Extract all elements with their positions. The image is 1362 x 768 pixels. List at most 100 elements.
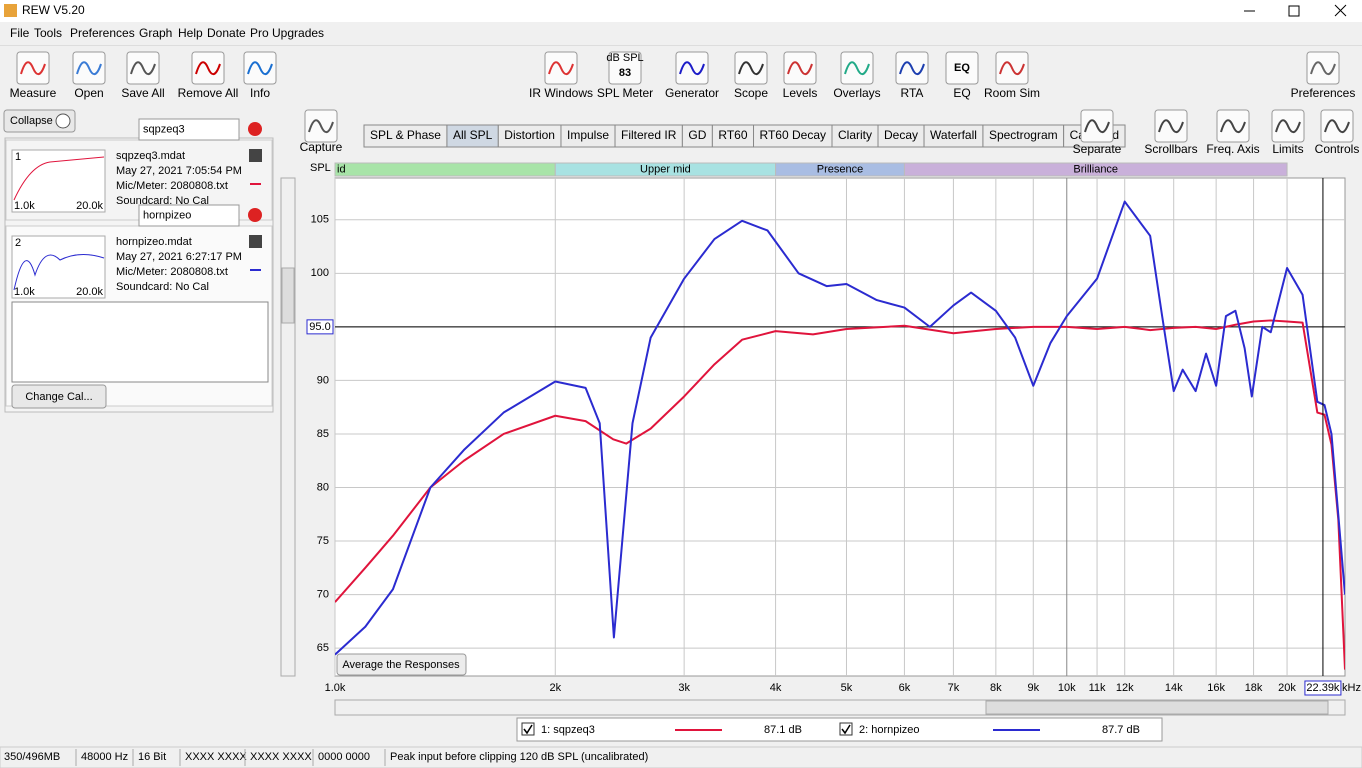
icon-text: dB SPL <box>606 52 643 64</box>
scrollbar[interactable] <box>280 177 296 677</box>
x-tick-label: 6k <box>899 682 911 694</box>
menu-item[interactable]: Graph <box>139 26 172 40</box>
icon-glyph <box>999 61 1025 75</box>
menu-item[interactable]: Preferences <box>70 26 135 40</box>
toolbar-button[interactable]: Info <box>250 86 270 100</box>
tab-label: Distortion <box>504 128 555 142</box>
change-cal-label: Change Cal... <box>25 391 92 403</box>
close[interactable] <box>1334 4 1347 17</box>
card-text: Soundcard: No Cal <box>116 195 209 207</box>
graph-button[interactable]: Separate <box>1073 142 1122 156</box>
y-axis-label: SPL <box>310 162 331 174</box>
average-button[interactable] <box>336 653 467 676</box>
tab-label: RT60 <box>718 128 747 142</box>
icon-glyph <box>1084 119 1110 133</box>
legend-name: 2: hornpizeo <box>859 724 920 736</box>
toolbar-button[interactable]: SPL Meter <box>597 86 653 100</box>
notes-box <box>11 301 269 383</box>
separator <box>0 45 1362 46</box>
toolbar-button[interactable]: Room Sim <box>984 86 1040 100</box>
legend-checkbox[interactable] <box>839 722 853 736</box>
toolbar-button[interactable]: Levels <box>783 86 818 100</box>
card-text: sqpzeq3.mdat <box>116 150 185 162</box>
thumbnail <box>11 235 106 299</box>
band-label: Brilliance <box>1073 163 1118 175</box>
x-tick-label: 11k <box>1089 682 1106 694</box>
status-text: 48000 Hz <box>81 751 128 763</box>
save-icon[interactable] <box>249 149 262 162</box>
change-cal-button[interactable] <box>11 384 107 409</box>
icon-glyph <box>787 61 813 75</box>
toolbar-button[interactable]: Open <box>74 86 103 100</box>
card-text: May 27, 2021 6:27:17 PM <box>116 251 242 263</box>
menu-item[interactable]: Help <box>178 26 203 40</box>
graph-button[interactable]: Scrollbars <box>1144 142 1197 156</box>
save-icon[interactable] <box>249 235 262 248</box>
series-line <box>335 200 1345 656</box>
y-tick-label: 80 <box>317 481 329 493</box>
tab-label: Waterfall <box>930 128 977 142</box>
status-text: 0000 0000 <box>318 751 370 763</box>
toolbar-button[interactable]: Overlays <box>833 86 880 100</box>
thumb-label: 20.0k <box>76 200 103 212</box>
status-text: XXXX XXXX <box>185 751 247 763</box>
thumb-label: 20.0k <box>76 286 103 298</box>
check <box>523 724 533 735</box>
x-tick-label: 16k <box>1207 682 1225 694</box>
y-tick-label: 100 <box>311 267 329 279</box>
menu-item[interactable]: File <box>10 26 30 40</box>
x-unit: kHz <box>1342 682 1361 694</box>
icon <box>945 51 979 85</box>
tab-label: RT60 Decay <box>760 128 826 142</box>
band <box>334 162 556 177</box>
toolbar-button[interactable]: Remove All <box>178 86 239 100</box>
restore[interactable] <box>1288 5 1300 17</box>
toolbar-button[interactable]: IR Windows <box>529 86 593 100</box>
icon-glyph <box>548 61 574 75</box>
graph-button[interactable]: Controls <box>1315 142 1360 156</box>
name-field-text: sqpzeq3 <box>143 123 185 135</box>
cursor-label-box <box>1304 680 1342 696</box>
name-field[interactable] <box>138 118 240 141</box>
graph-button[interactable]: Freq. Axis <box>1206 142 1259 156</box>
thumb-label: 1.0k <box>14 286 35 298</box>
card-text: Mic/Meter: 2080808.txt <box>116 266 228 278</box>
toolbar-button[interactable]: Save All <box>121 86 164 100</box>
menu-item[interactable]: Pro Upgrades <box>250 26 324 40</box>
collapse-label: Collapse <box>10 115 53 127</box>
legend-checkbox[interactable] <box>521 722 535 736</box>
menu-item[interactable]: Donate <box>207 26 246 40</box>
app-icon <box>4 4 17 17</box>
thumb-curve <box>13 254 105 291</box>
icon-glyph <box>899 61 925 75</box>
icon-glyph <box>1324 119 1350 133</box>
collapse-button[interactable] <box>3 109 76 133</box>
toolbar-button[interactable]: Measure <box>10 86 57 100</box>
x-tick-label: 18k <box>1245 682 1263 694</box>
toolbar-button[interactable]: RTA <box>901 86 924 100</box>
graph-button[interactable]: Limits <box>1272 142 1303 156</box>
toolbar-button[interactable]: Scope <box>734 86 768 100</box>
status-bar <box>0 746 1362 768</box>
icon-glyph <box>130 61 156 75</box>
legend-level: 87.7 dB <box>1102 724 1140 736</box>
x-tick-label: 1.0k <box>325 682 346 694</box>
icon-glyph <box>20 61 46 75</box>
name-field[interactable] <box>138 204 240 227</box>
h-scroll-thumb[interactable] <box>985 700 1329 715</box>
thumb-curve <box>13 156 105 201</box>
title-bar <box>0 0 1362 22</box>
menu-item[interactable]: Tools <box>34 26 62 40</box>
icon-glyph <box>679 61 705 75</box>
toolbar-button[interactable]: Preferences <box>1291 86 1356 100</box>
y-tick-label: 90 <box>317 374 329 386</box>
toolbar-button[interactable]: EQ <box>953 86 970 100</box>
delete-icon[interactable] <box>248 122 262 136</box>
toolbar-button[interactable]: Generator <box>665 86 719 100</box>
scroll-thumb[interactable] <box>281 267 295 324</box>
legend-name: 1: sqpzeq3 <box>541 724 595 736</box>
status-text: 350/496MB <box>4 751 60 763</box>
delete-icon[interactable] <box>248 208 262 222</box>
x-tick-label: 5k <box>841 682 853 694</box>
icon-glyph <box>195 61 221 75</box>
